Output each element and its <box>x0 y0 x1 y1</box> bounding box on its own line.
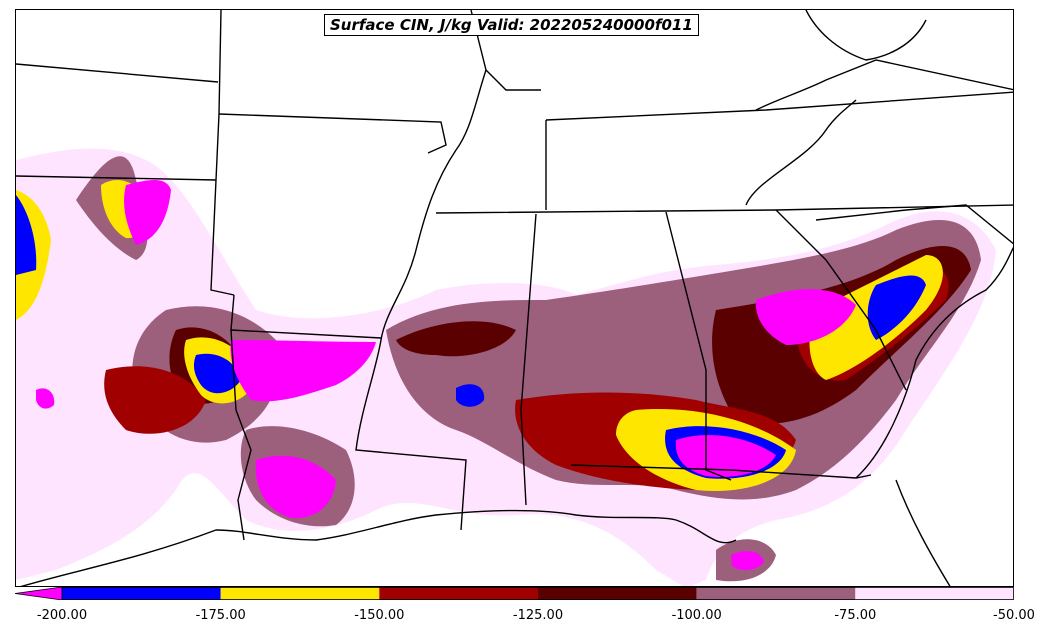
colorbar-below-min-arrow <box>15 587 63 600</box>
colorbar-bin <box>379 587 538 600</box>
state-border-ar-la <box>230 329 382 339</box>
colorbar-outline <box>61 587 1014 600</box>
colorbar-bin <box>538 587 697 600</box>
cin-yellow-region <box>16 180 943 491</box>
colorbar-tick-label: -200.00 <box>36 608 88 623</box>
mississippi-river-border <box>355 69 487 531</box>
map-title: Surface CIN, J/kg Valid: 202205240000f01… <box>324 14 699 36</box>
cin-map <box>16 10 1013 586</box>
colorbar-tick-label: -50.00 <box>993 608 1035 623</box>
gulf-coastline <box>20 509 737 586</box>
colorbar-bin <box>855 587 1014 600</box>
map-panel <box>15 9 1014 587</box>
colorbar-bin <box>220 587 380 600</box>
lake-erie-shore <box>805 10 927 61</box>
state-border-ks-ok <box>16 175 217 181</box>
state-border-tx-la <box>230 329 252 541</box>
cin-fill-layer <box>16 148 996 586</box>
state-border-mo-ar <box>218 113 447 154</box>
florida-peninsula-coast <box>895 479 951 586</box>
state-border-fl <box>570 464 872 479</box>
state-border-ms-al <box>520 213 537 506</box>
state-border-al-ga <box>665 211 732 481</box>
state-border-tn-ky <box>435 204 1013 214</box>
colorbar-tick-label: -150.00 <box>354 608 405 623</box>
colorbar-tick-label: -100.00 <box>671 608 722 623</box>
state-border-ok-tx <box>210 10 235 296</box>
colorbar-tick-label: -75.00 <box>834 608 877 623</box>
colorbar <box>15 587 1014 600</box>
state-border-ky-wv <box>745 99 857 206</box>
state-border-in-ky <box>545 91 1013 121</box>
state-border-ok-ar <box>230 294 235 331</box>
map-boundaries <box>16 10 1013 586</box>
ohio-pa-border <box>755 59 1013 111</box>
lake-michigan-shore <box>470 10 541 91</box>
colorbar-bin <box>62 587 221 600</box>
colorbar-tick-label: -175.00 <box>195 608 246 623</box>
cin-dark-red-region <box>169 246 971 424</box>
atlantic-coastline <box>855 246 1013 479</box>
colorbar-tick-label: -125.00 <box>512 608 564 623</box>
state-border-nc-sc <box>815 204 1013 245</box>
state-border-ne-ks <box>16 63 219 83</box>
state-border-ga-sc <box>775 209 907 391</box>
colorbar-bin <box>696 587 856 600</box>
